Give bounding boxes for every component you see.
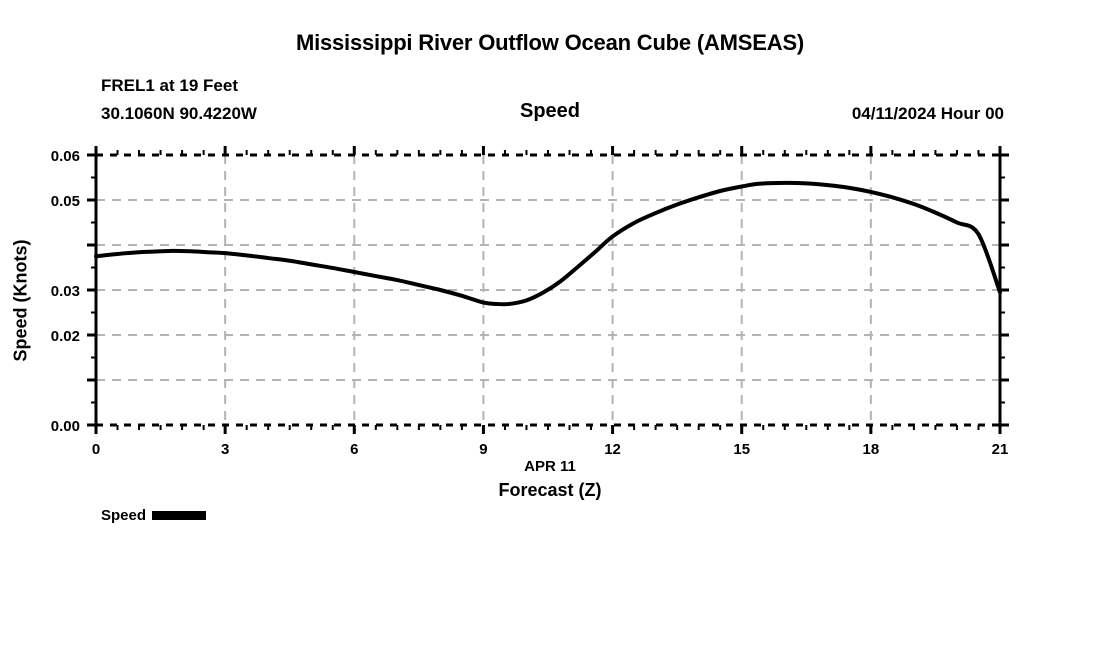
x-tick-label: 18 [863,441,880,458]
tick-labels: 0 3 6 9 12 15 18 21 0.00 0.02 0.03 0.05 0.06 [51,148,1009,458]
y-tick-label: 0.05 [51,193,80,210]
x-axis-date-label: APR 11 [524,458,576,475]
data-series [94,180,1002,307]
x-tick-label: 6 [350,441,358,458]
x-tick-label: 0 [92,441,100,458]
x-tick-label: 15 [733,441,750,458]
grid-lines [96,155,1000,425]
parameter-title: Speed [519,100,581,122]
chart-legend: Speed [101,507,207,524]
station-label: FREL1 at 19 Feet [101,76,238,95]
legend-label-speed: Speed [101,507,147,524]
y-tick-label: 0.03 [51,283,80,300]
series-line-speed [94,180,1002,307]
legend-swatch-speed [152,511,207,520]
coordinates-label: 30.1060N 90.4220W [101,104,257,123]
model-run-label: 04/11/2024 Hour 00 [851,104,1004,123]
page-title-top: Mississippi River Outflow Ocean Cube (AM… [295,30,805,55]
axis-ticks [87,146,1009,434]
y-tick-label: 0.02 [51,328,80,345]
x-tick-label: 21 [992,441,1009,458]
x-tick-label: 12 [604,441,621,458]
x-tick-label: 3 [221,441,229,458]
x-tick-label: 9 [479,441,487,458]
y-tick-label: 0.06 [51,148,80,165]
y-tick-label: 0.00 [51,418,80,435]
x-axis-title: Forecast (Z) [498,480,602,500]
